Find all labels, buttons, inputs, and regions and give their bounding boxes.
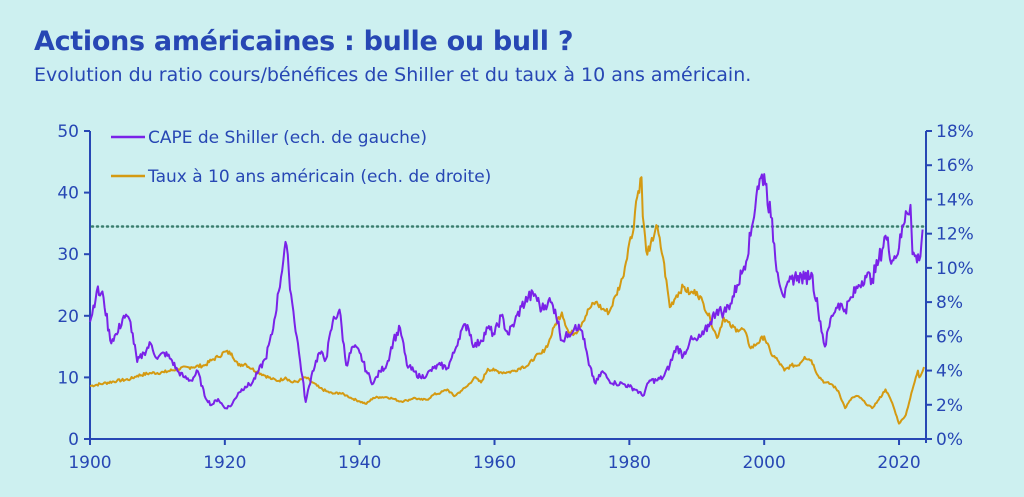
x-tick-label: 2000 xyxy=(743,453,786,473)
y-left-tick-label: 40 xyxy=(57,184,79,204)
y-right-tick-label: 0% xyxy=(936,430,963,450)
x-tick-label: 2020 xyxy=(877,453,920,473)
y-right-tick-label: 2% xyxy=(936,396,963,416)
y-right-tick-label: 10% xyxy=(936,259,974,279)
y-right-tick-label: 16% xyxy=(936,156,974,176)
x-tick-label: 1960 xyxy=(473,453,516,473)
y-right-tick-label: 18% xyxy=(936,122,974,142)
y-right-tick-label: 8% xyxy=(936,293,963,313)
x-tick-label: 1900 xyxy=(68,453,111,473)
cape-series-line xyxy=(89,173,924,410)
y-left-tick-label: 10 xyxy=(57,368,79,388)
legend-label-cape: CAPE de Shiller (ech. de gauche) xyxy=(148,128,427,148)
y-right-tick-label: 6% xyxy=(936,327,963,347)
x-tick-label: 1980 xyxy=(608,453,651,473)
y-right-tick-label: 4% xyxy=(936,362,963,382)
y-right-tick-label: 12% xyxy=(936,225,974,245)
x-tick-label: 1940 xyxy=(338,453,381,473)
y-left-tick-label: 30 xyxy=(57,245,79,265)
y-left-tick-label: 20 xyxy=(57,307,79,327)
legend-label-rate: Taux à 10 ans américain (ech. de droite) xyxy=(147,167,491,187)
rate-series-line xyxy=(89,176,925,425)
chart-subtitle: Evolution du ratio cours/bénéfices de Sh… xyxy=(34,64,752,86)
y-right-tick-label: 14% xyxy=(936,190,974,210)
y-left-tick-label: 50 xyxy=(57,122,79,142)
chart-title: Actions américaines : bulle ou bull ? xyxy=(34,26,574,57)
y-left-tick-label: 0 xyxy=(68,430,79,450)
x-tick-label: 1920 xyxy=(203,453,246,473)
